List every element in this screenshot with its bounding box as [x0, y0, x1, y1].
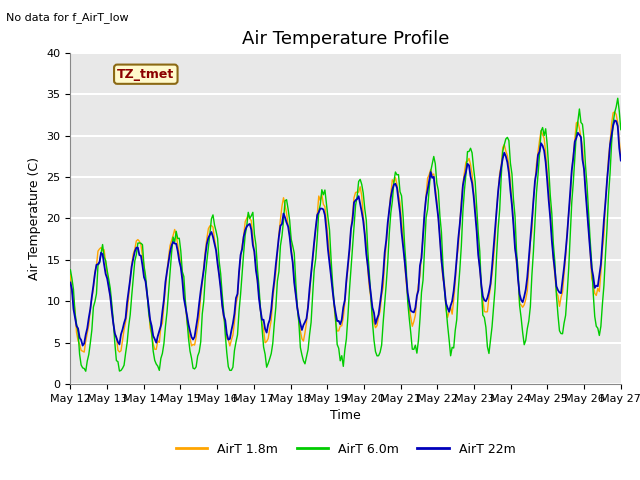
- Text: TZ_tmet: TZ_tmet: [117, 68, 175, 81]
- X-axis label: Time: Time: [330, 409, 361, 422]
- Text: No data for f_AirT_low: No data for f_AirT_low: [6, 12, 129, 23]
- Legend: AirT 1.8m, AirT 6.0m, AirT 22m: AirT 1.8m, AirT 6.0m, AirT 22m: [171, 438, 520, 460]
- Title: Air Temperature Profile: Air Temperature Profile: [242, 30, 449, 48]
- Y-axis label: Air Temperature (C): Air Temperature (C): [28, 157, 41, 280]
